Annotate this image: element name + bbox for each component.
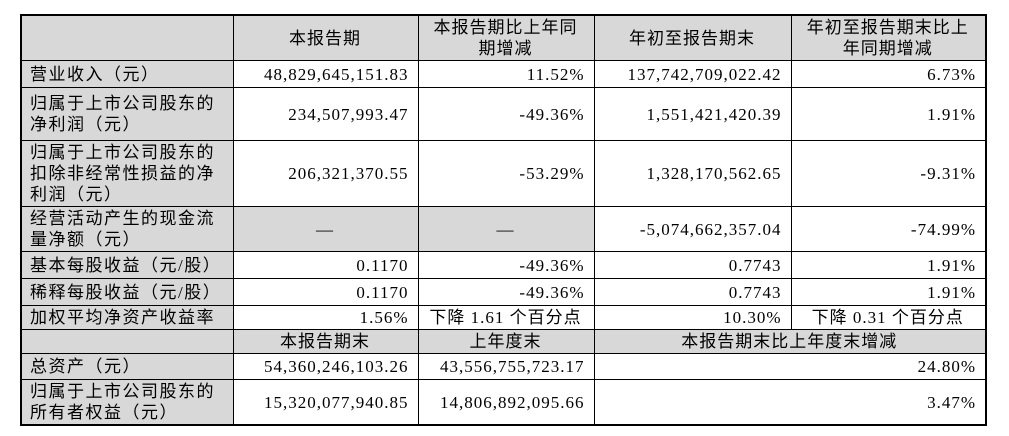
value-period-end-change: 24.80% [593,353,987,380]
row-label: 归属于上市公司股东的 扣除非经常性损益的净 利润（元） [20,140,234,207]
header-empty-cell [20,14,234,61]
value-current-period: 1.56% [232,305,419,330]
header-current-period: 本报告期 [232,14,419,61]
value-ytd-yoy-change: 1.91% [790,251,987,279]
value-prev-year-end: 14,806,892,095.66 [417,379,595,426]
header-yoy-change: 本报告期比上年同 期增减 [417,14,595,61]
row-label: 归属于上市公司股东的 净利润（元） [20,87,234,141]
header-prev-year-end: 上年度末 [417,329,595,354]
row-weighted-roe: 加权平均净资产收益率 1.56% 下降 1.61 个百分点 10.30% 下降 … [20,305,987,330]
value-ytd: 10.30% [593,305,792,330]
value-yoy-change: -49.36% [417,278,595,306]
header-period-end-change: 本报告期末比上年度末增减 [593,329,987,354]
row-total-assets: 总资产（元） 54,360,246,103.26 43,556,755,723.… [20,353,987,380]
header-ytd-yoy-change: 年初至报告期末比上 年同期增减 [790,14,987,61]
value-ytd-yoy-change: 1.91% [790,87,987,141]
row-operating-cash-flow: 经营活动产生的现金流 量净额（元） — — -5,074,662,357.04 … [20,206,987,252]
value-current-period: 234,507,993.47 [232,87,419,141]
value-yoy-change-dash: — [417,206,595,252]
value-ytd-yoy-change: -9.31% [790,140,987,207]
row-label: 营业收入（元） [20,60,234,88]
header-empty-cell [20,329,234,354]
header-ytd: 年初至报告期末 [593,14,792,61]
row-diluted-eps: 稀释每股收益（元/股） 0.1170 -49.36% 0.7743 1.91% [20,278,987,306]
value-current-period: 206,321,370.55 [232,140,419,207]
value-ytd: 137,742,709,022.42 [593,60,792,88]
value-period-end: 15,320,077,940.85 [232,379,419,426]
value-yoy-change: -49.36% [417,251,595,279]
value-current-period: 0.1170 [232,251,419,279]
row-label: 稀释每股收益（元/股） [20,278,234,306]
value-yoy-change: -49.36% [417,87,595,141]
value-ytd: 1,551,421,420.39 [593,87,792,141]
value-yoy-change: -53.29% [417,140,595,207]
value-period-end-change: 3.47% [593,379,987,426]
row-net-profit: 归属于上市公司股东的 净利润（元） 234,507,993.47 -49.36%… [20,87,987,141]
value-period-end: 54,360,246,103.26 [232,353,419,380]
period-end-header-row: 本报告期末 上年度末 本报告期末比上年度末增减 [20,329,987,354]
row-label: 加权平均净资产收益率 [20,305,234,330]
row-label: 总资产（元） [20,353,234,380]
value-current-period: 48,829,645,151.83 [232,60,419,88]
row-label: 经营活动产生的现金流 量净额（元） [20,206,234,252]
row-revenue: 营业收入（元） 48,829,645,151.83 11.52% 137,742… [20,60,987,88]
header-period-end: 本报告期末 [232,329,419,354]
row-label: 归属于上市公司股东的 所有者权益（元） [20,379,234,426]
financial-summary-table: 本报告期 本报告期比上年同 期增减 年初至报告期末 年初至报告期末比上 年同期增… [20,14,987,426]
row-basic-eps: 基本每股收益（元/股） 0.1170 -49.36% 0.7743 1.91% [20,251,987,279]
value-yoy-change: 下降 1.61 个百分点 [417,305,595,330]
value-yoy-change: 11.52% [417,60,595,88]
value-ytd-yoy-change: 下降 0.31 个百分点 [790,305,987,330]
row-shareholders-equity: 归属于上市公司股东的 所有者权益（元） 15,320,077,940.85 14… [20,379,987,426]
value-ytd: -5,074,662,357.04 [593,206,792,252]
value-current-period-dash: — [232,206,419,252]
value-ytd-yoy-change: 6.73% [790,60,987,88]
value-prev-year-end: 43,556,755,723.17 [417,353,595,380]
value-ytd: 0.7743 [593,251,792,279]
value-current-period: 0.1170 [232,278,419,306]
value-ytd-yoy-change: 1.91% [790,278,987,306]
row-net-profit-deducted: 归属于上市公司股东的 扣除非经常性损益的净 利润（元） 206,321,370.… [20,140,987,207]
value-ytd: 0.7743 [593,278,792,306]
value-ytd-yoy-change: -74.99% [790,206,987,252]
period-header-row: 本报告期 本报告期比上年同 期增减 年初至报告期末 年初至报告期末比上 年同期增… [20,14,987,61]
row-label: 基本每股收益（元/股） [20,251,234,279]
value-ytd: 1,328,170,562.65 [593,140,792,207]
